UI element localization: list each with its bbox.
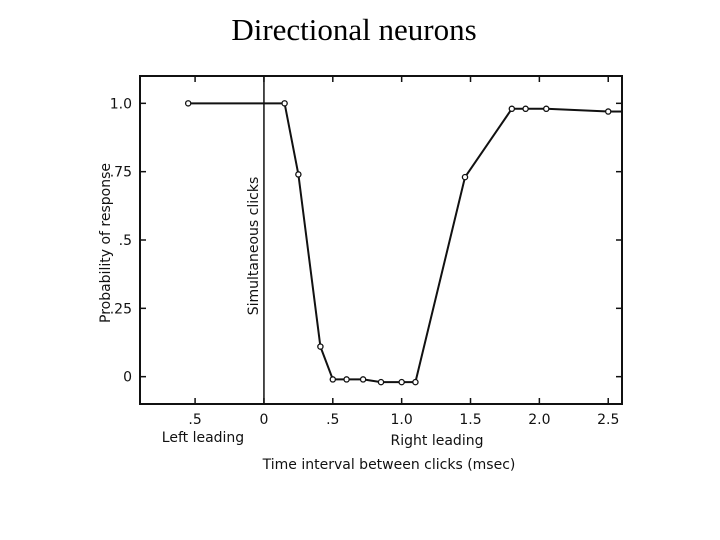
y-axis-title: Probability of response <box>98 163 114 323</box>
y-tick-label: .5 <box>119 233 132 249</box>
data-point <box>543 105 550 113</box>
x-tick-label: 2.0 <box>528 412 550 428</box>
x-tick-label: 2.5 <box>597 412 619 428</box>
data-point <box>461 173 469 181</box>
data-point <box>508 105 516 113</box>
data-point <box>398 378 405 386</box>
y-tick-label: 0 <box>123 370 132 386</box>
data-point <box>343 376 350 383</box>
data-point <box>604 108 612 115</box>
x-tick-label: .5 <box>188 412 201 428</box>
x-tick-label: 1.0 <box>391 412 413 428</box>
x-tick-label: 1.5 <box>459 412 481 428</box>
slide-title: Directional neurons <box>231 12 477 47</box>
y-tick-label: .75 <box>110 165 132 181</box>
data-point <box>281 100 288 107</box>
y-tick-label: .25 <box>110 301 132 317</box>
x-tick-label: 0 <box>259 412 268 428</box>
data-point <box>522 105 529 113</box>
data-point <box>377 378 385 386</box>
x-axis-title: Time interval between clicks (msec) <box>262 457 516 473</box>
data-point <box>329 376 337 383</box>
data-point <box>184 100 192 107</box>
data-point <box>412 378 419 386</box>
simultaneous-clicks-annotation: Simultaneous clicks <box>246 177 262 316</box>
data-point <box>359 376 367 383</box>
left-leading-label: Left leading <box>162 430 244 446</box>
plot-frame <box>139 75 623 405</box>
right-leading-label: Right leading <box>391 433 484 449</box>
x-tick-label: .5 <box>326 412 339 428</box>
y-tick-label: 1.0 <box>110 96 132 112</box>
data-point <box>317 343 324 350</box>
data-point <box>295 171 302 178</box>
